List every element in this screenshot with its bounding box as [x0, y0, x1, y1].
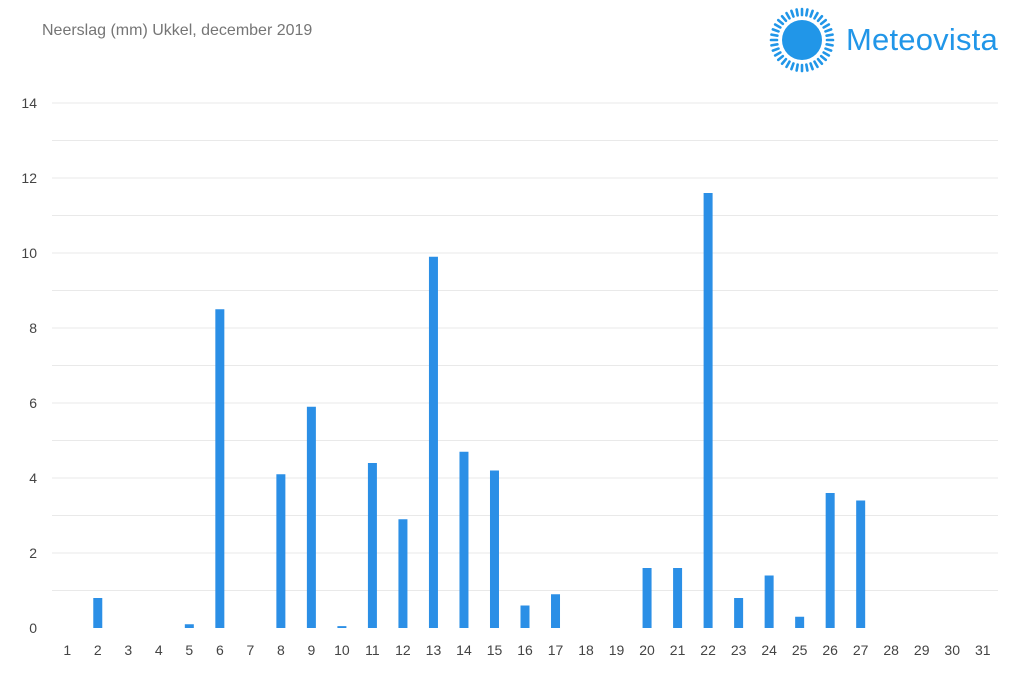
bar-day-15 — [489, 470, 499, 628]
x-tick-label: 15 — [487, 642, 503, 658]
sun-ray — [813, 60, 819, 69]
bar-day-16 — [520, 605, 530, 628]
sun-ray — [773, 51, 782, 57]
sun-ray — [816, 14, 824, 23]
x-tick-label: 31 — [975, 642, 991, 658]
y-tick-label: 6 — [29, 395, 37, 411]
bar-day-25 — [795, 616, 805, 628]
brand-logo: Meteovista — [768, 6, 998, 74]
sun-ray — [825, 43, 834, 47]
bar-day-17 — [551, 594, 561, 628]
y-tick-label: 14 — [21, 95, 37, 111]
x-tick-label: 25 — [792, 642, 808, 658]
brand-name: Meteovista — [846, 22, 998, 57]
y-tick-label: 2 — [29, 545, 37, 561]
x-tick-label: 28 — [883, 642, 899, 658]
sun-ray — [790, 62, 795, 71]
bar-day-24 — [764, 575, 774, 628]
x-tick-label: 10 — [334, 642, 350, 658]
x-tick-label: 9 — [307, 642, 315, 658]
bar-day-22 — [703, 193, 713, 628]
sun-ray — [780, 57, 788, 66]
x-tick-label: 27 — [853, 642, 869, 658]
sun-ray — [773, 23, 782, 29]
sun-ray — [824, 28, 833, 33]
bar-day-26 — [825, 493, 835, 628]
bar-day-11 — [367, 463, 377, 628]
x-tick-label: 22 — [700, 642, 716, 658]
sun-icon — [769, 7, 835, 73]
x-tick-label: 19 — [609, 642, 625, 658]
sun-ray — [795, 63, 799, 72]
sun-ray — [770, 43, 779, 47]
x-tick-label: 20 — [639, 642, 655, 658]
x-tick-label: 30 — [944, 642, 960, 658]
bar-day-21 — [673, 568, 683, 628]
y-tick-label: 4 — [29, 470, 37, 486]
bar-day-5 — [184, 624, 194, 628]
x-tick-label: 16 — [517, 642, 533, 658]
x-tick-label: 24 — [761, 642, 777, 658]
sun-ray — [776, 54, 785, 62]
x-tick-label: 1 — [63, 642, 71, 658]
x-tick-label: 6 — [216, 642, 224, 658]
sun-ray — [822, 51, 831, 57]
x-tick-label: 12 — [395, 642, 411, 658]
sun-ray — [819, 18, 828, 26]
x-tick-label: 5 — [185, 642, 193, 658]
x-tick-label: 11 — [365, 642, 380, 658]
sun-ray — [819, 54, 828, 62]
sun-ray — [813, 11, 819, 20]
bar-day-13 — [428, 256, 438, 628]
x-tick-label: 21 — [670, 642, 686, 658]
x-tick-label: 23 — [731, 642, 747, 658]
bar-day-12 — [398, 519, 408, 628]
sun-ray — [825, 33, 834, 37]
y-tick-label: 8 — [29, 320, 37, 336]
bar-day-9 — [306, 406, 316, 628]
sun-ray — [770, 33, 779, 37]
x-tick-label: 13 — [426, 642, 442, 658]
x-tick-label: 29 — [914, 642, 930, 658]
bar-day-8 — [276, 474, 286, 628]
x-tick-label: 7 — [246, 642, 254, 658]
sun-ray — [816, 57, 824, 66]
bar-day-27 — [856, 500, 866, 628]
sun-ray — [780, 14, 788, 23]
sun-ray — [809, 9, 814, 18]
bar-day-23 — [734, 598, 744, 628]
y-tick-label: 10 — [21, 245, 37, 261]
sun-ray — [790, 9, 795, 18]
sun-ray — [822, 23, 831, 29]
sun-ray — [809, 62, 814, 71]
sun-ray — [795, 8, 799, 17]
sun-ray — [785, 60, 791, 69]
sun-ray — [771, 28, 780, 33]
bar-day-6 — [215, 309, 225, 628]
sun-ray — [771, 47, 780, 52]
x-tick-label: 3 — [124, 642, 132, 658]
x-tick-label: 26 — [822, 642, 838, 658]
y-tick-label: 12 — [21, 170, 37, 186]
bar-day-10 — [337, 626, 347, 628]
sun-ray — [824, 47, 833, 52]
sun-ray — [805, 8, 809, 17]
x-tick-label: 14 — [456, 642, 472, 658]
x-tick-label: 4 — [155, 642, 163, 658]
x-tick-label: 18 — [578, 642, 594, 658]
bar-day-14 — [459, 451, 469, 628]
x-tick-label: 2 — [94, 642, 102, 658]
y-tick-label: 0 — [29, 620, 37, 636]
chart-title: Neerslag (mm) Ukkel, december 2019 — [42, 22, 313, 39]
bar-day-2 — [93, 598, 103, 628]
sun-ray — [776, 18, 785, 26]
x-tick-label: 8 — [277, 642, 285, 658]
x-tick-label: 17 — [548, 642, 564, 658]
sun-ray — [785, 11, 791, 20]
bar-day-20 — [642, 568, 652, 628]
sun-ray — [805, 63, 809, 72]
